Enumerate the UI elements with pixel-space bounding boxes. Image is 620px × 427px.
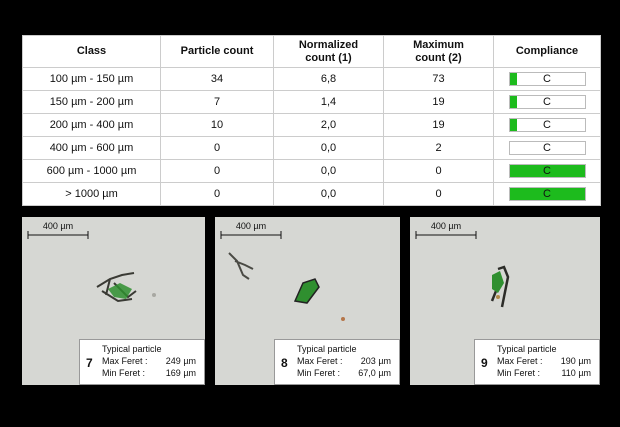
table-cell: 19 [383, 113, 494, 137]
compliance-gauge: C [508, 95, 586, 109]
particle-number: 8 [281, 356, 288, 370]
particle-number: 9 [481, 356, 488, 370]
compliance-gauge: C [508, 141, 586, 155]
compliance-text: C [543, 165, 551, 177]
particle-photo [415, 231, 510, 308]
column-header: Class [22, 35, 161, 68]
particle-image: 400 µm 7 Typical particle Max Feret : 249… [22, 217, 205, 385]
compliance-text: C [543, 142, 551, 154]
column-header: Normalized count (1) [273, 35, 384, 68]
header-text: Class [76, 45, 107, 57]
compliance-text: C [543, 119, 551, 131]
table-cell: 600 µm - 1000 µm [22, 159, 161, 183]
table-cell: 0 [160, 182, 274, 206]
table-cell: 10 [160, 113, 274, 137]
gauge-fill [509, 96, 517, 108]
caption: Typical particle [102, 344, 162, 354]
table-cell: 73 [383, 67, 494, 91]
table-cell: 150 µm - 200 µm [22, 90, 161, 114]
min-value: 169 µm [165, 368, 196, 378]
compliance-text: C [543, 73, 551, 85]
particle-image: 400 µm 9 Typical particle Max Feret : 190… [410, 217, 600, 385]
particle-image: 400 µm 8 Typical particle Max Feret : 203… [215, 217, 400, 385]
max-value: 249 µm [165, 356, 196, 366]
table-row: > 1000 µm 0 0,0 0 C [22, 182, 601, 206]
max-label: Max Feret : [497, 356, 543, 366]
gauge-fill [509, 188, 585, 200]
table-cell: 0 [383, 159, 494, 183]
table-cell: 19 [383, 90, 494, 114]
max-value: 203 µm [360, 356, 391, 366]
table-cell: 34 [160, 67, 274, 91]
table-cell: 0,0 [273, 136, 384, 160]
particle-number: 7 [86, 356, 93, 370]
scale-label: 400 µm [42, 221, 74, 231]
min-value: 67,0 µm [358, 368, 391, 378]
compliance-gauge: C [508, 187, 586, 201]
table-row: 600 µm - 1000 µm 0 0,0 0 C [22, 159, 601, 183]
table-cell: 0 [160, 136, 274, 160]
caption: Typical particle [297, 344, 357, 354]
table-row: 200 µm - 400 µm 10 2,0 19 C [22, 113, 601, 137]
min-label: Min Feret : [497, 368, 541, 378]
table-cell: 0 [160, 159, 274, 183]
table-cell: 2 [383, 136, 494, 160]
max-label: Max Feret : [102, 356, 148, 366]
particle-photo [27, 231, 156, 303]
header-text: Compliance [515, 45, 579, 57]
table-cell: 1,4 [273, 90, 384, 114]
compliance-text: C [543, 188, 551, 200]
compliance-gauge: C [508, 72, 586, 86]
min-value: 110 µm [561, 368, 591, 378]
max-value: 190 µm [560, 356, 591, 366]
table-cell: 400 µm - 600 µm [22, 136, 161, 160]
header-text: Normalized count (1) [298, 38, 359, 64]
table-cell: > 1000 µm [22, 182, 161, 206]
table-cell: 100 µm - 150 µm [22, 67, 161, 91]
gauge-fill [509, 119, 517, 131]
table-cell: 6,8 [273, 67, 384, 91]
particle-info: 9 Typical particle Max Feret : 190 µm Min… [474, 339, 600, 385]
table-cell: 2,0 [273, 113, 384, 137]
table-cell: C [493, 113, 601, 137]
table-cell: C [493, 67, 601, 91]
header-row: Class Particle count Normalized count (1) M… [22, 35, 601, 68]
particle-photo [220, 231, 345, 321]
gauge-fill [509, 165, 585, 177]
particle-info: 8 Typical particle Max Feret : 203 µm Min… [274, 339, 400, 385]
table-cell: 7 [160, 90, 274, 114]
gauge-fill [509, 73, 517, 85]
min-label: Min Feret : [102, 368, 146, 378]
table-row: 100 µm - 150 µm 34 6,8 73 C [22, 67, 601, 91]
table-cell: 200 µm - 400 µm [22, 113, 161, 137]
table-cell: C [493, 159, 601, 183]
compliance-table: Class Particle count Normalized count (1) M… [22, 35, 601, 206]
compliance-text: C [543, 96, 551, 108]
table-row: 150 µm - 200 µm 7 1,4 19 C [22, 90, 601, 114]
max-label: Max Feret : [297, 356, 343, 366]
header-text: Particle count [180, 45, 254, 57]
table-cell: 0 [383, 182, 494, 206]
table-cell: C [493, 182, 601, 206]
table-cell: C [493, 136, 601, 160]
scale-label: 400 µm [235, 221, 267, 231]
table-row: 400 µm - 600 µm 0 0,0 2 C [22, 136, 601, 160]
column-header: Maximum count (2) [383, 35, 494, 68]
scale-label: 400 µm [430, 221, 462, 231]
compliance-gauge: C [508, 164, 586, 178]
caption: Typical particle [497, 344, 557, 354]
compliance-gauge: C [508, 118, 586, 132]
min-label: Min Feret : [297, 368, 341, 378]
table-cell: C [493, 90, 601, 114]
particle-info: 7 Typical particle Max Feret : 249 µm Min… [79, 339, 205, 385]
table-cell: 0,0 [273, 159, 384, 183]
column-header: Compliance [493, 35, 601, 68]
header-text: Maximum count (2) [413, 38, 464, 64]
table-cell: 0,0 [273, 182, 384, 206]
column-header: Particle count [160, 35, 274, 68]
